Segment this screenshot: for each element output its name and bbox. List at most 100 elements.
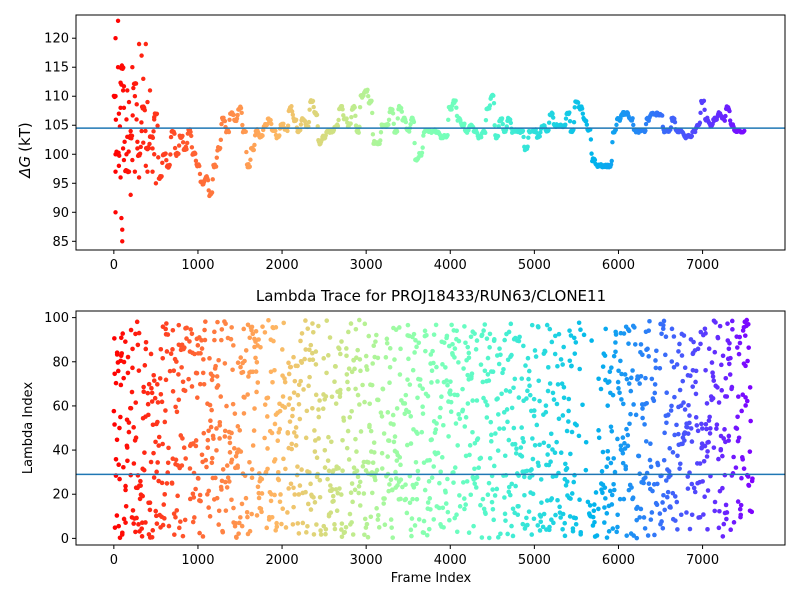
lambda-point: [355, 347, 360, 353]
lambda-point: [349, 481, 355, 486]
lambda-point: [388, 517, 394, 522]
lambda-point: [188, 327, 194, 332]
lambda-point: [318, 532, 324, 537]
lambda-point: [205, 445, 211, 450]
lambda-point: [638, 373, 644, 379]
lambda-point: [706, 418, 712, 423]
lambda-point: [206, 428, 211, 434]
lambda-point: [594, 533, 600, 538]
lambda-point: [379, 450, 385, 456]
lambda-point: [462, 324, 467, 329]
lambda-point: [501, 426, 507, 431]
lambda-point: [623, 466, 629, 472]
delta-g-x-tick-label: 1000: [181, 258, 214, 273]
lambda-point: [557, 504, 562, 510]
lambda-point: [308, 507, 314, 512]
lambda-point: [332, 522, 337, 527]
lambda-point: [614, 529, 619, 535]
lambda-point: [202, 337, 208, 343]
lambda-point: [231, 343, 236, 348]
delta-g-point: [399, 109, 405, 114]
lambda-point: [196, 476, 201, 481]
lambda-y-tick-label: 20: [52, 488, 69, 503]
lambda-point: [262, 330, 268, 335]
lambda-point: [321, 356, 327, 361]
lambda-point: [682, 407, 688, 412]
lambda-point: [304, 530, 309, 535]
lambda-point: [213, 363, 218, 369]
lambda-point: [578, 327, 583, 333]
lambda-point: [290, 522, 296, 527]
lambda-point: [337, 346, 342, 352]
delta-g-point: [344, 116, 349, 121]
lambda-point: [128, 405, 134, 411]
lambda-point: [531, 516, 537, 522]
lambda-point: [249, 324, 255, 330]
lambda-point: [266, 317, 271, 323]
lambda-point: [308, 342, 314, 348]
lambda-point: [269, 430, 275, 436]
lambda-point: [637, 381, 642, 386]
lambda-point: [255, 380, 261, 385]
lambda-point: [549, 496, 555, 501]
lambda-point: [160, 356, 166, 361]
lambda-point: [501, 410, 507, 415]
lambda-point: [621, 496, 627, 502]
lambda-point: [448, 399, 454, 405]
lambda-point: [384, 340, 390, 346]
lambda-point: [596, 376, 601, 382]
lambda-point: [408, 527, 414, 533]
lambda-point: [403, 496, 409, 502]
lambda-point: [550, 390, 556, 396]
delta-g-x-tick-label: 5000: [518, 258, 551, 273]
lambda-point: [526, 368, 532, 374]
lambda-point: [286, 402, 292, 407]
lambda-point: [513, 451, 519, 456]
lambda-point: [638, 506, 644, 512]
lambda-y-tick-label: 80: [52, 355, 69, 370]
lambda-point: [493, 431, 498, 436]
delta-g-point: [521, 134, 526, 140]
lambda-point: [609, 365, 614, 370]
lambda-point: [650, 488, 655, 494]
lambda-point: [634, 517, 639, 523]
delta-g-point: [265, 121, 270, 127]
lambda-point: [240, 369, 246, 375]
lambda-point: [227, 435, 232, 440]
lambda-point: [624, 426, 629, 432]
lambda-point: [487, 455, 493, 461]
delta-g-point: [121, 157, 127, 163]
lambda-point: [668, 505, 673, 510]
lambda-point: [674, 499, 680, 505]
lambda-point: [717, 323, 723, 329]
lambda-point: [200, 370, 206, 376]
delta-g-point: [153, 181, 159, 186]
lambda-point: [472, 466, 477, 472]
lambda-point: [290, 406, 296, 412]
lambda-point: [519, 454, 525, 459]
lambda-point: [546, 443, 551, 449]
lambda-point: [147, 507, 153, 513]
lambda-point: [332, 379, 337, 385]
lambda-point: [486, 535, 492, 541]
lambda-point: [167, 368, 173, 374]
lambda-point: [746, 345, 751, 350]
lambda-point: [688, 426, 694, 431]
lambda-point: [282, 376, 287, 381]
lambda-point: [439, 394, 444, 400]
lambda-point: [364, 521, 370, 527]
lambda-point: [299, 467, 304, 472]
lambda-point: [238, 355, 244, 360]
lambda-point: [648, 441, 653, 446]
lambda-point: [652, 390, 658, 396]
lambda-point: [687, 526, 693, 532]
lambda-point: [224, 485, 230, 490]
lambda-point: [199, 452, 205, 458]
lambda-point: [451, 480, 456, 485]
lambda-point: [253, 355, 258, 361]
delta-g-point: [168, 134, 174, 140]
lambda-point: [651, 398, 657, 404]
lambda-point: [694, 423, 700, 428]
delta-g-point: [614, 122, 619, 128]
lambda-point: [412, 523, 418, 528]
